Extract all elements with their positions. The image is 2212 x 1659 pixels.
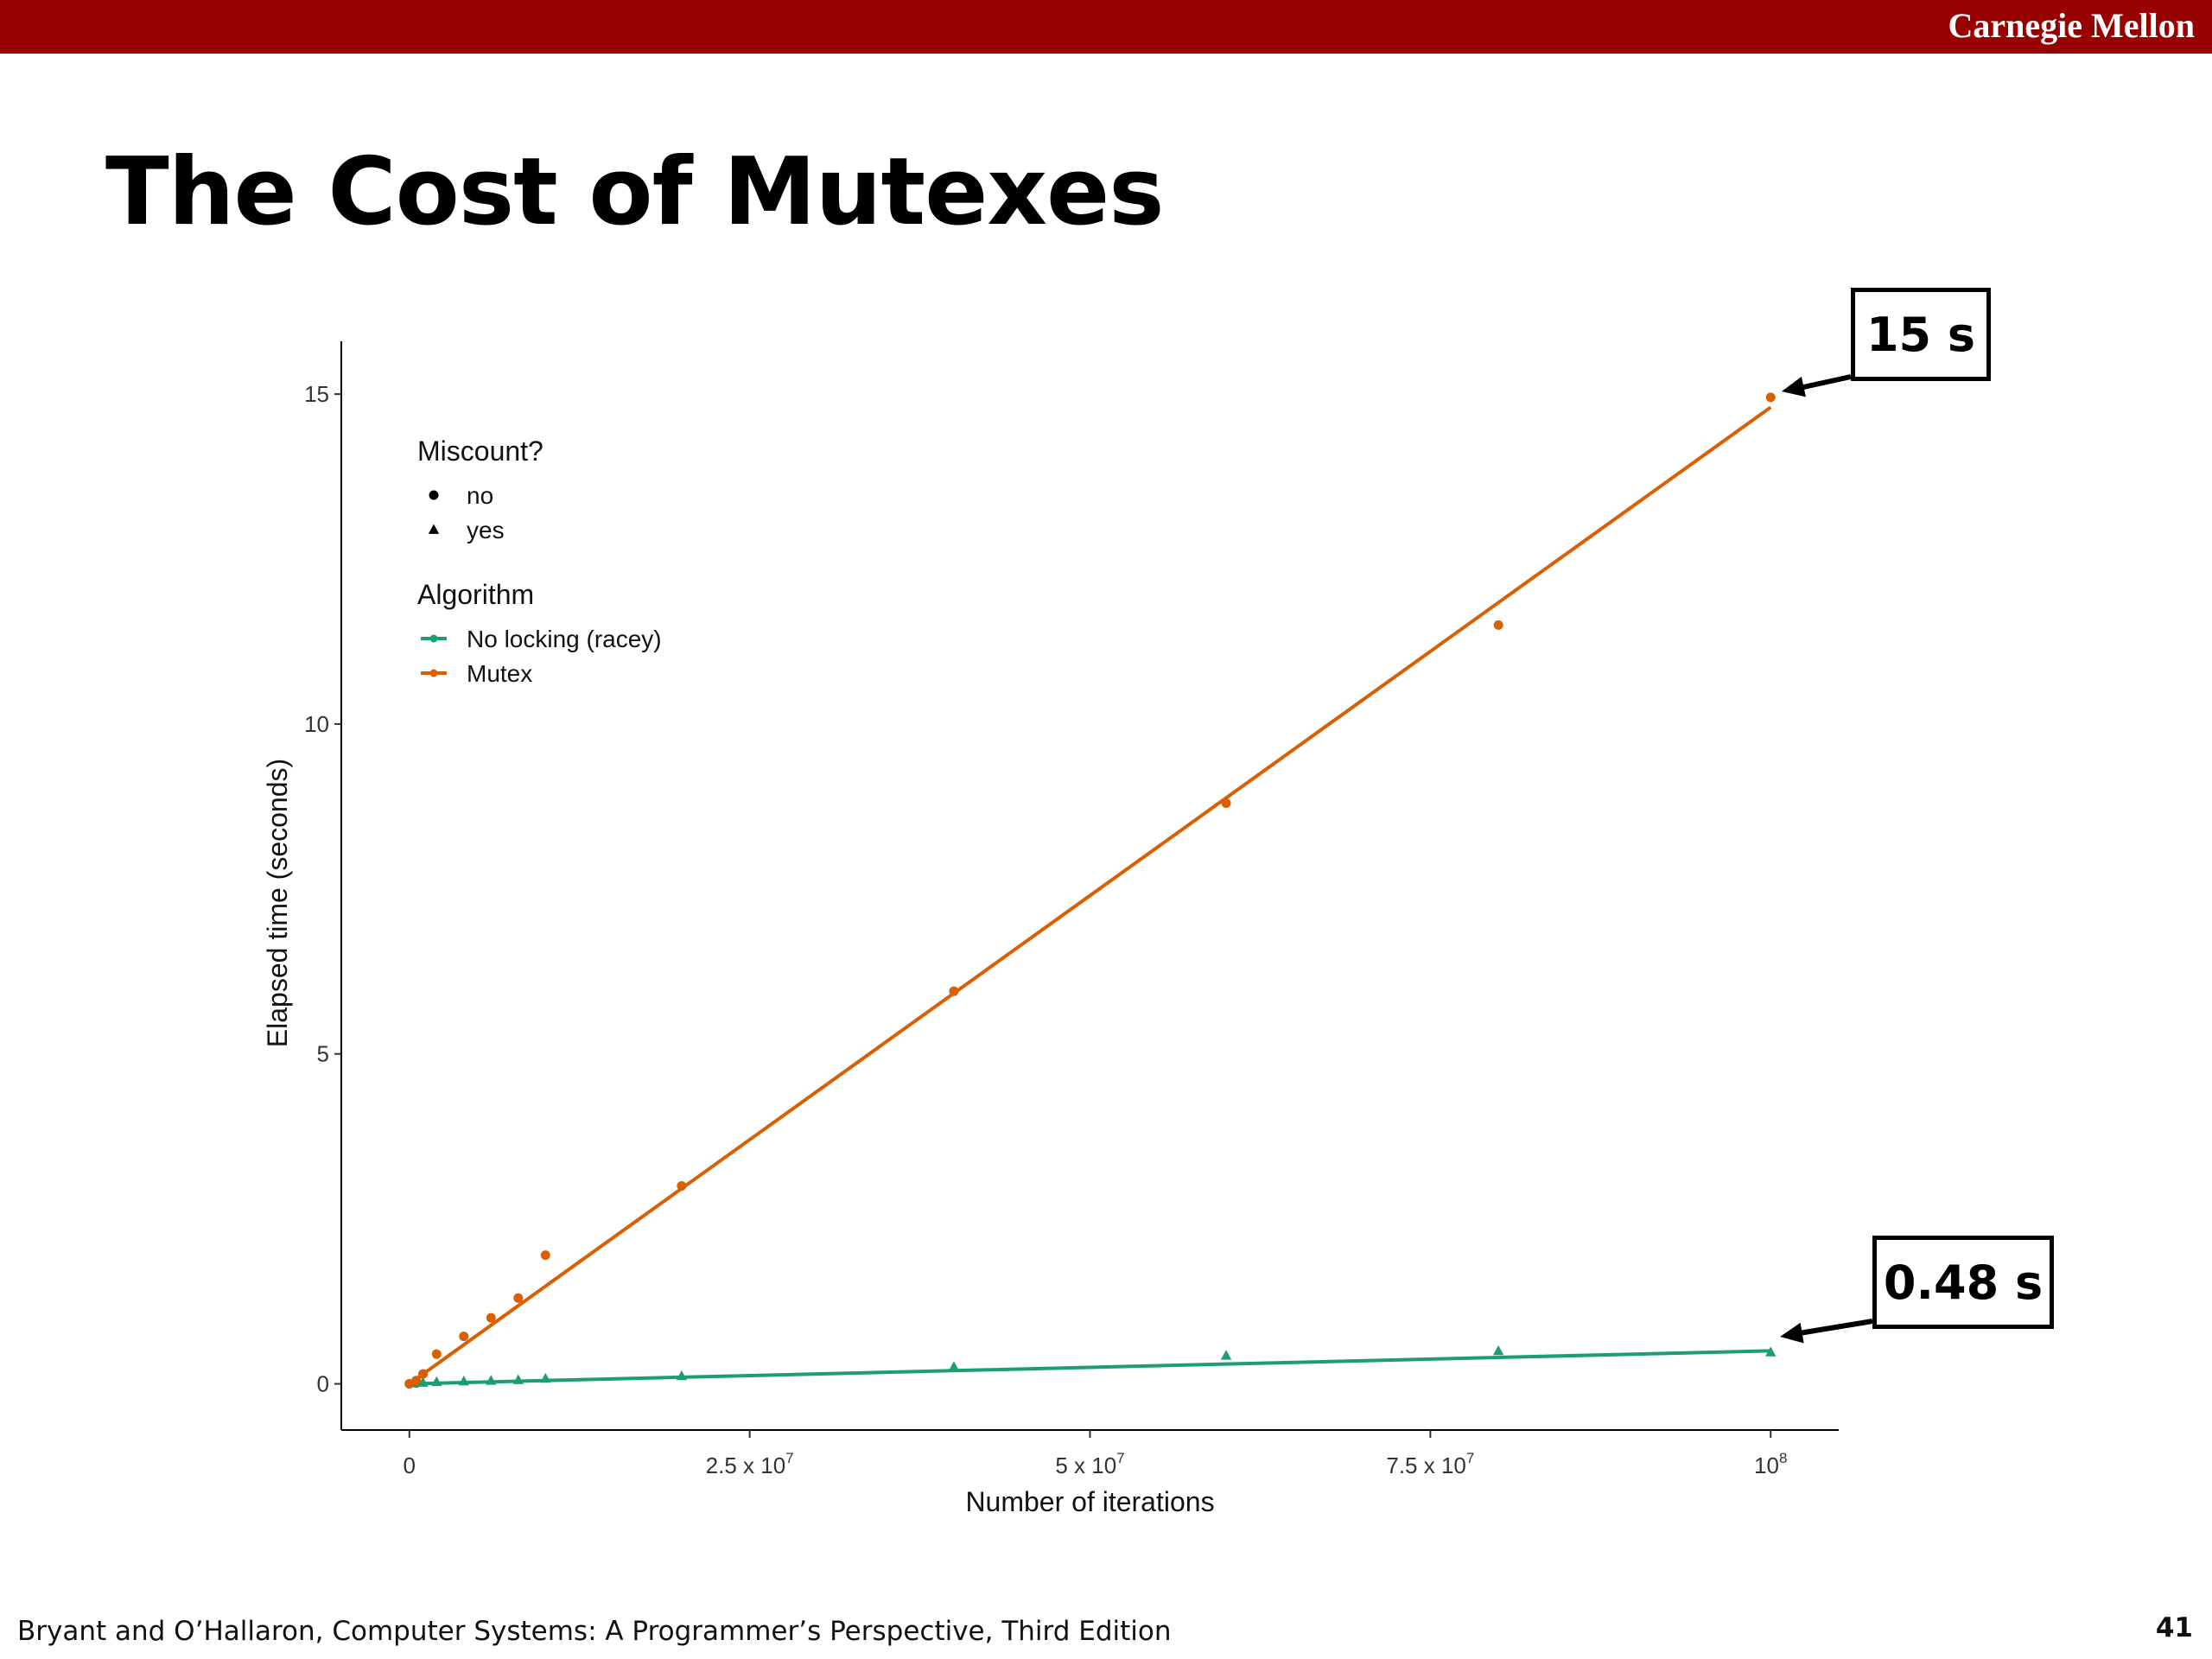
y-tick-label: 10 xyxy=(304,711,329,737)
legend-color-dot xyxy=(429,634,438,643)
x-tick-label: 5 x 107 xyxy=(1055,1450,1124,1478)
y-tick-label: 0 xyxy=(317,1371,329,1397)
legend-color-dot xyxy=(429,669,438,677)
callout-arrow-bottom-head xyxy=(1780,1322,1804,1344)
data-point-triangle xyxy=(512,1374,524,1384)
footer-citation: Bryant and O’Hallaron, Computer Systems:… xyxy=(17,1616,1172,1647)
legend-shape-label: yes xyxy=(467,517,505,543)
data-point-circle xyxy=(540,1250,550,1261)
data-point-circle xyxy=(513,1293,524,1303)
data-point-triangle xyxy=(948,1361,960,1371)
data-point-triangle xyxy=(1492,1344,1504,1356)
data-point-circle xyxy=(1493,620,1503,630)
legend-shape-triangle xyxy=(428,524,440,534)
legend-color-label: Mutex xyxy=(467,660,532,687)
x-axis-title: Number of iterations xyxy=(965,1486,1214,1517)
callout-arrow-top-shaft xyxy=(1795,374,1852,391)
data-point-triangle xyxy=(417,1376,429,1387)
legend-color-label: No locking (racey) xyxy=(467,626,662,652)
legend-shape-title: Miscount? xyxy=(417,435,543,467)
data-point-triangle xyxy=(458,1375,469,1386)
series-fit-line xyxy=(408,405,1772,1386)
data-point-circle xyxy=(486,1313,496,1323)
x-tick-label: 108 xyxy=(1754,1450,1787,1478)
page-number: 41 xyxy=(2155,1612,2193,1643)
series-fit-line xyxy=(409,1349,1771,1386)
data-point-triangle xyxy=(1765,1346,1777,1357)
data-point-circle xyxy=(1221,798,1231,809)
data-point-circle xyxy=(949,986,959,996)
data-point-circle xyxy=(459,1332,469,1342)
data-point-circle xyxy=(418,1369,429,1379)
brand-logo: Carnegie Mellon xyxy=(1948,6,2196,45)
y-tick-label: 5 xyxy=(317,1041,329,1067)
data-point-triangle xyxy=(676,1370,688,1381)
callout-arrow-bottom-shaft xyxy=(1793,1319,1873,1337)
legend-shape-circle xyxy=(429,490,439,500)
y-axis-title: Elapsed time (seconds) xyxy=(262,759,293,1047)
data-point-circle xyxy=(1765,392,1776,403)
callout-racey-time: 0.48 s xyxy=(1872,1236,2054,1329)
data-point-circle xyxy=(677,1180,687,1191)
data-point-triangle xyxy=(540,1372,551,1383)
data-point-circle xyxy=(411,1376,422,1386)
data-point-triangle xyxy=(431,1376,442,1387)
callout-mutex-time: 15 s xyxy=(1851,288,1991,381)
data-point-triangle xyxy=(1220,1350,1232,1360)
data-point-triangle xyxy=(486,1375,497,1385)
legend-shape-label: no xyxy=(467,482,493,509)
data-point-circle xyxy=(431,1349,442,1359)
x-tick-label: 2.5 x 107 xyxy=(706,1450,794,1478)
legend-color-title: Algorithm xyxy=(417,579,534,610)
x-tick-label: 0 xyxy=(404,1452,416,1478)
callout-arrow-top-head xyxy=(1782,376,1806,397)
header-bar: Carnegie Mellon xyxy=(0,0,2212,54)
y-tick-label: 15 xyxy=(304,381,329,407)
x-tick-label: 7.5 x 107 xyxy=(1386,1450,1474,1478)
slide-title: The Cost of Mutexes xyxy=(105,138,1165,246)
